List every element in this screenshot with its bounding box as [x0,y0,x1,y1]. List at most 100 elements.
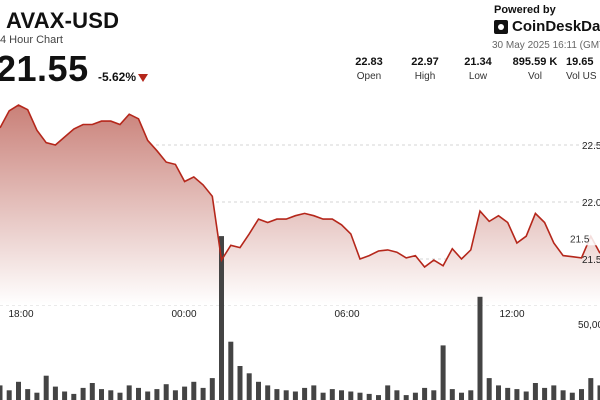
volume-bar [532,383,538,400]
volume-bar [523,391,529,400]
volume-bar [339,390,344,400]
stat-open: 22.83 Open [352,56,386,82]
volume-bar [514,389,520,400]
volume-bar [283,390,289,400]
y-tick-label: 21.5 [582,255,600,266]
volume-bar [117,392,123,400]
volume-bar [228,341,234,400]
volume-bar [440,345,446,400]
volume-bar [496,385,501,400]
price-line [0,104,600,269]
stat-value: 21.34 [464,56,492,68]
volume-bar [468,390,474,400]
volume-bar [569,392,575,400]
stat-vol: 895.59 K Vol [509,56,561,82]
volume-bar [302,387,308,400]
x-tick-label: 06:00 [334,309,359,320]
price-change-percent: -5.62% [98,70,137,84]
volume-bar [154,389,160,400]
current-price: 21.55 [0,48,89,89]
stat-high: 22.97 High [408,56,442,82]
volume-bar [560,390,566,400]
stat-label: Vol US [566,71,597,82]
chart-subtitle: 4 Hour Chart [0,34,63,46]
x-tick-label: 00:00 [171,309,196,320]
volume-bar [172,390,178,400]
volume-bar [357,392,363,400]
volume-bar [366,393,372,400]
powered-by-label: Powered by [494,4,556,16]
volume-bar [394,390,400,400]
volume-bar [89,383,95,400]
volume-bar [320,392,326,400]
brand-name: CoinDeskData [512,18,600,35]
volume-bar [219,236,224,400]
volume-bar [542,387,548,400]
down-triangle-icon [138,74,148,82]
y-tick-label: 22.0 [582,198,600,209]
volume-bar [449,389,455,400]
stat-label: High [414,71,436,82]
volume-bar [237,366,243,400]
stat-value: 22.97 [411,56,439,68]
volume-bar [126,385,132,400]
volume-bar [274,389,280,400]
stat-low: 21.34 Low [461,56,495,82]
stat-label: Low [468,71,488,82]
volume-bar [422,387,428,400]
volume-bar [200,387,206,400]
volume-bar [551,385,557,400]
volume-bar [256,381,261,400]
volume-bar [99,389,104,400]
volume-bar [182,386,188,400]
volume-bar [431,390,437,400]
volume-bar [376,395,381,400]
volume-bar [62,391,68,400]
brand-logo: CoinDeskData [494,18,600,35]
volume-bar [385,385,391,400]
volume-bar [163,384,169,400]
axis-labels: 18:00 00:00 06:00 12:00 22.5 22.0 21.5 50,00 21.… [8,141,600,331]
stat-value: 895.59 K [512,56,558,68]
volume-bar [588,378,594,400]
volume-bar [209,378,215,400]
volume-bar [71,393,77,400]
stat-label: Vol [528,71,542,82]
y-tick-label: 22.5 [582,141,600,152]
volume-bar [145,391,151,400]
volume-bar [597,385,600,400]
current-price-tag [566,232,600,246]
stat-value: 19.65 [566,56,594,68]
volume-tick-label: 50,00 [578,320,600,331]
x-tick-label: 12:00 [499,309,524,320]
volume-bar [16,381,21,400]
volume-bar [477,296,483,400]
volume-bar [108,390,114,400]
volume-bar [0,385,3,400]
coindesk-logo-icon [494,19,508,34]
volume-bar [329,389,335,400]
stat-label: Open [356,71,382,82]
volume-bar [311,385,317,400]
volume-bar [403,395,409,400]
volume-bar [486,378,492,400]
volume-bar [579,389,584,400]
volume-bar [348,391,354,400]
stat-value: 22.83 [355,56,383,68]
volume-bar [505,387,511,400]
volume-bar [52,386,58,400]
volume-bar [80,387,86,400]
volume-bar [191,381,197,400]
volume-bar [34,392,40,400]
x-tick-label: 18:00 [8,309,33,320]
volume-bar [265,385,271,400]
stat-vol-usd: 19.65 Vol US [566,56,600,82]
volume-bar [6,390,12,400]
chart-title: AVAX-USD [6,8,120,33]
volume-bar [25,389,31,400]
volume-bar [43,375,49,400]
volume-bars [0,236,600,400]
price-area [0,105,600,305]
volume-bar [412,392,418,400]
